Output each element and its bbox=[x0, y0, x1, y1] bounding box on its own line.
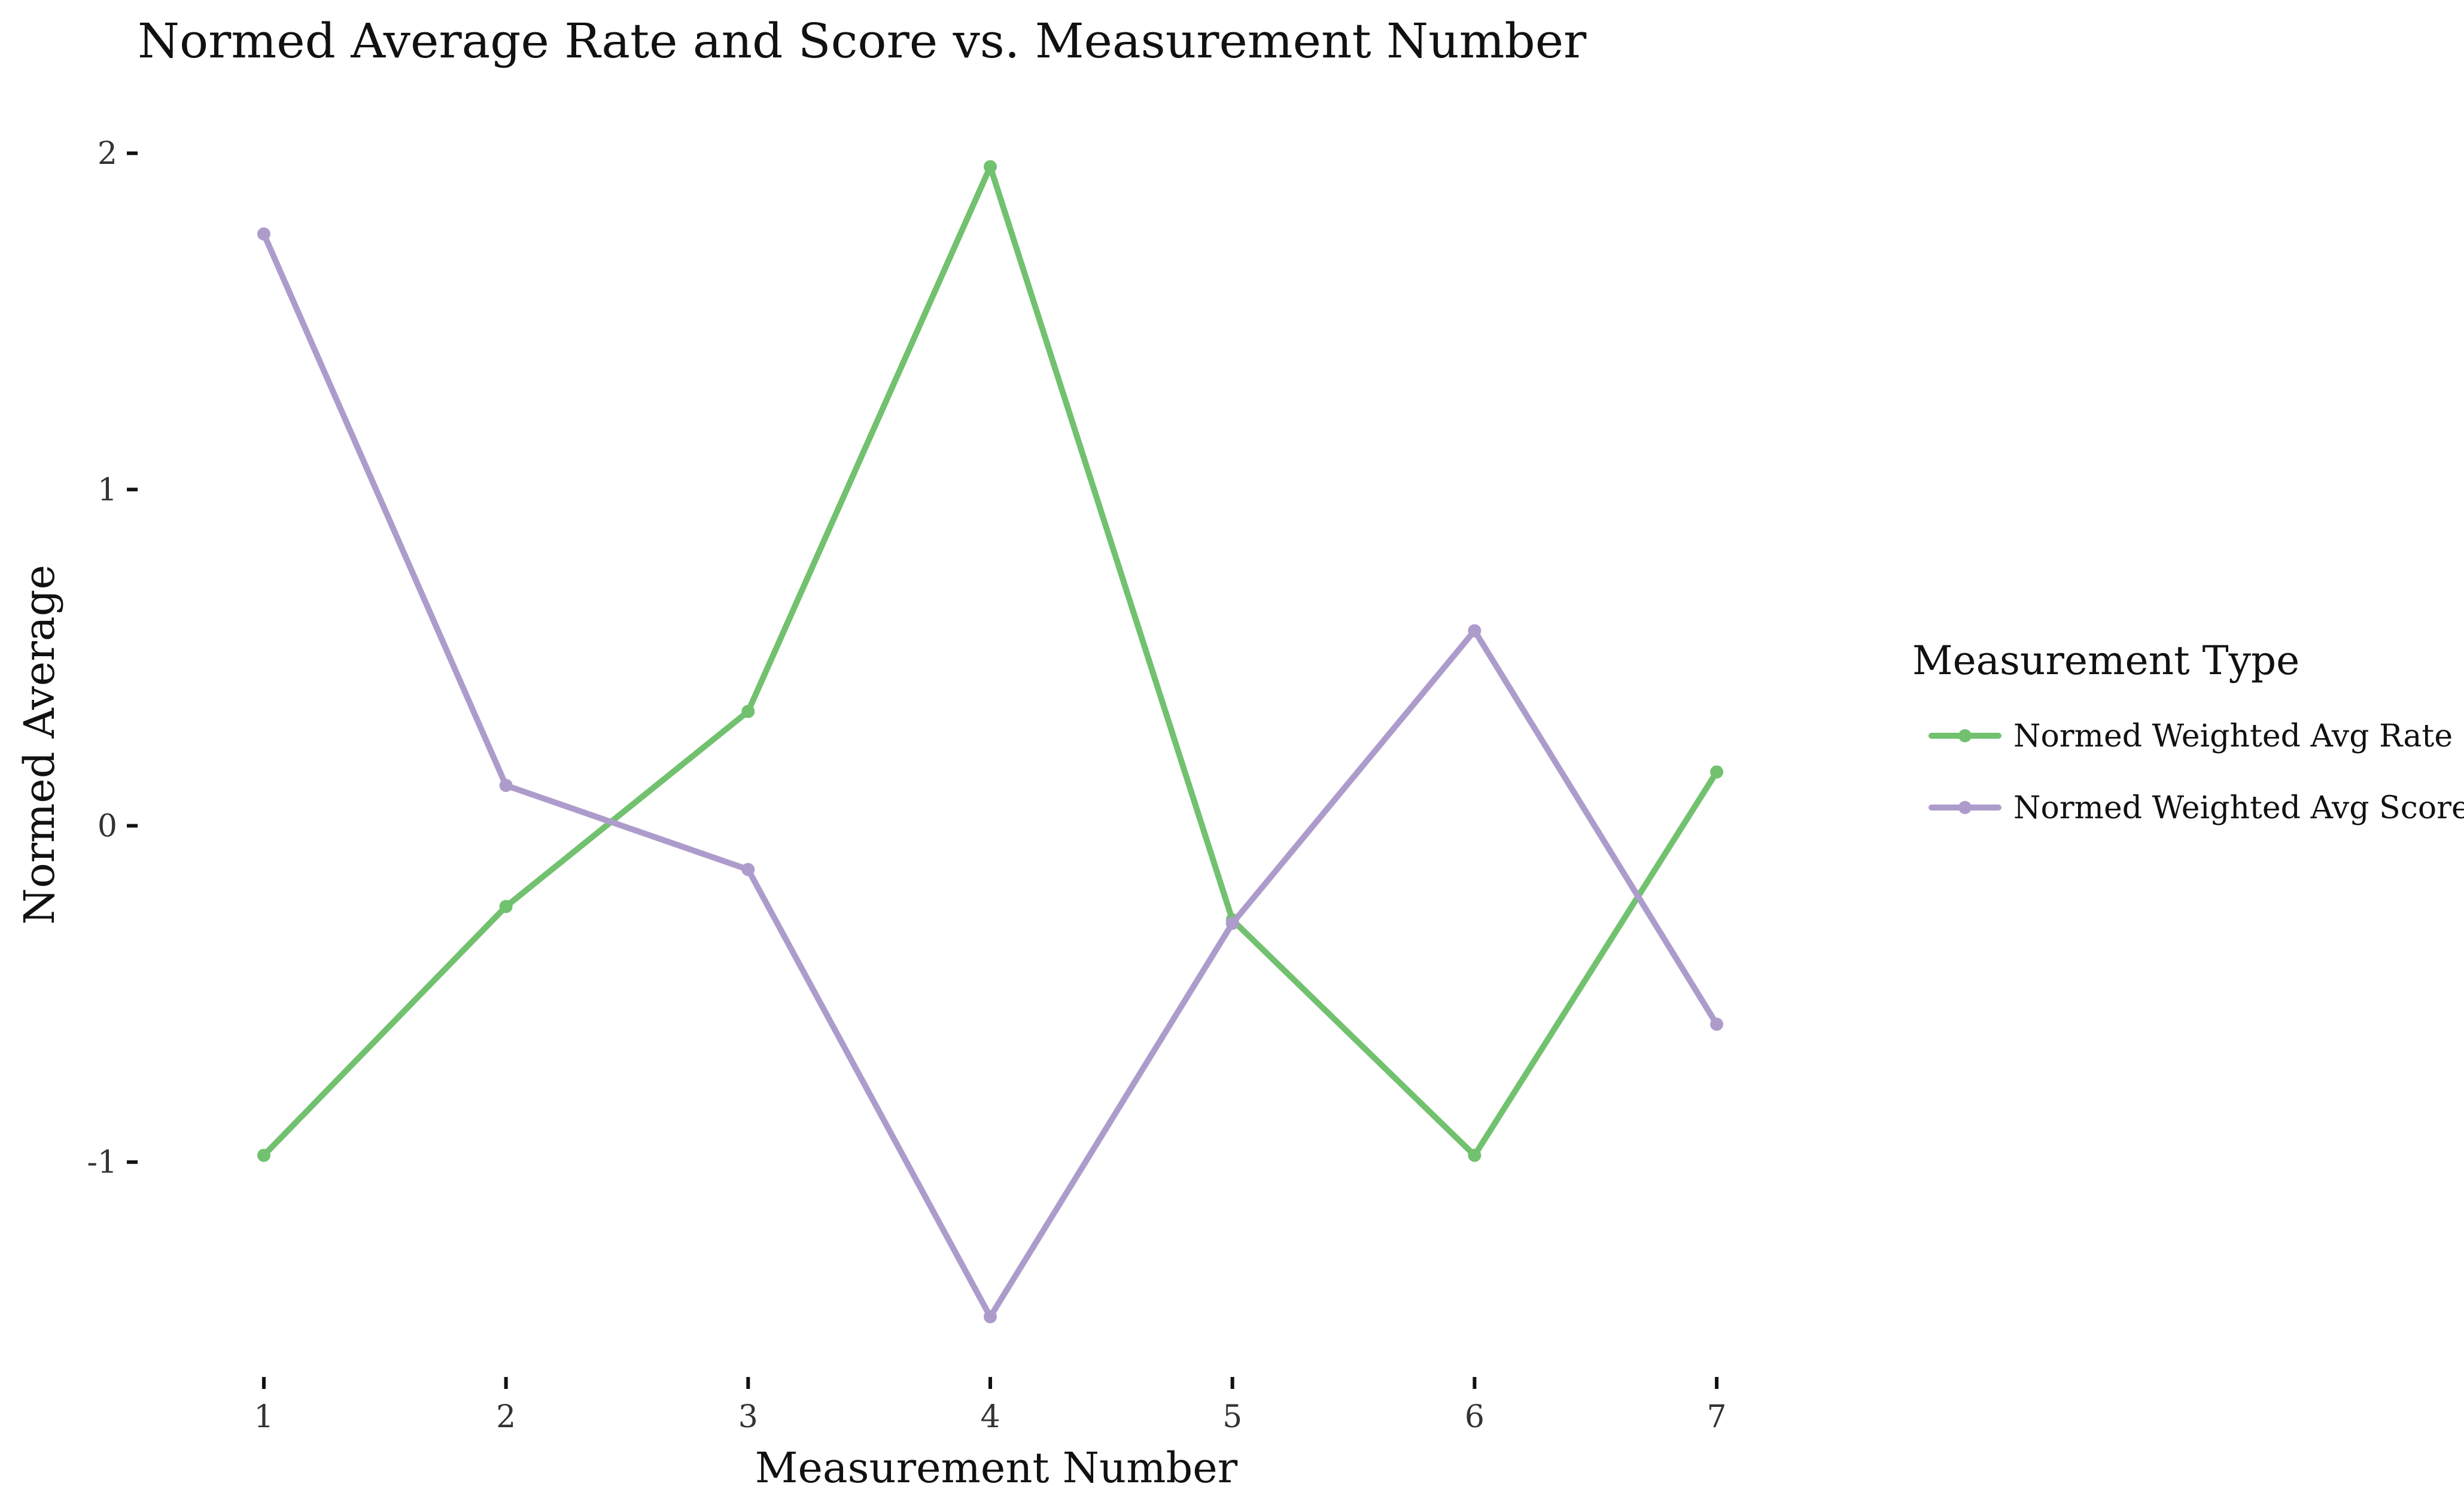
x-tick-label: 1 bbox=[254, 1399, 273, 1435]
legend-swatch-point bbox=[1958, 801, 1972, 814]
data-point bbox=[984, 1310, 997, 1324]
y-tick-label: 2 bbox=[98, 136, 117, 172]
x-tick-label: 7 bbox=[1707, 1399, 1727, 1435]
data-point bbox=[1468, 624, 1482, 638]
y-tick-label: 1 bbox=[98, 472, 117, 508]
legend-title: Measurement Type bbox=[1912, 638, 2299, 684]
series-1 bbox=[257, 160, 1724, 1162]
data-point bbox=[741, 705, 755, 718]
legend-label: Normed Weighted Avg Rate bbox=[2013, 718, 2453, 754]
series-2 bbox=[257, 227, 1724, 1324]
series-layer bbox=[257, 160, 1724, 1324]
legend: Measurement Type Normed Weighted Avg Rat… bbox=[1912, 638, 2464, 826]
series-line bbox=[260, 231, 1720, 1320]
data-point bbox=[499, 900, 513, 913]
plot-area: 2 1 0 -1 1 2 3 4 5 6 7 bbox=[87, 136, 1726, 1435]
data-point bbox=[499, 779, 513, 793]
data-point bbox=[1468, 1148, 1482, 1162]
y-axis: 2 1 0 -1 bbox=[87, 136, 138, 1181]
data-point bbox=[257, 227, 270, 241]
legend-items: Normed Weighted Avg Rate Normed Weighted … bbox=[1928, 718, 2464, 826]
y-tick-label: 0 bbox=[98, 809, 117, 845]
data-point bbox=[1710, 765, 1724, 779]
data-point bbox=[1225, 916, 1239, 930]
y-tick-label: -1 bbox=[87, 1145, 117, 1181]
legend-label: Normed Weighted Avg Score bbox=[2013, 790, 2464, 826]
legend-swatch-point bbox=[1958, 729, 1972, 742]
data-point bbox=[741, 863, 755, 876]
x-tick-label: 2 bbox=[496, 1399, 516, 1435]
x-axis: 1 2 3 4 5 6 7 bbox=[254, 1377, 1727, 1435]
x-axis-title: Measurement Number bbox=[755, 1443, 1238, 1492]
x-tick-label: 6 bbox=[1465, 1399, 1485, 1435]
legend-item: Normed Weighted Avg Rate bbox=[1928, 718, 2453, 754]
data-point bbox=[1710, 1017, 1724, 1031]
legend-item: Normed Weighted Avg Score bbox=[1928, 790, 2464, 826]
x-tick-label: 4 bbox=[980, 1399, 1000, 1435]
y-axis-title: Normed Average bbox=[15, 565, 64, 925]
series-line bbox=[260, 163, 1720, 1159]
x-tick-label: 3 bbox=[738, 1399, 758, 1435]
x-tick-label: 5 bbox=[1222, 1399, 1242, 1435]
data-point bbox=[257, 1148, 270, 1162]
data-point bbox=[984, 160, 997, 173]
chart-title: Normed Average Rate and Score vs. Measur… bbox=[138, 13, 1587, 69]
